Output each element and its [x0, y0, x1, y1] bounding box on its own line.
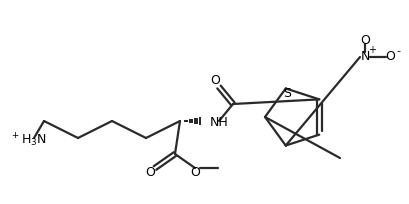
Text: O: O — [359, 33, 369, 47]
Text: O: O — [190, 165, 200, 178]
Text: O: O — [384, 51, 394, 63]
Text: NH: NH — [209, 115, 228, 129]
Text: O: O — [145, 166, 155, 180]
Text: N: N — [360, 51, 369, 63]
Text: O: O — [209, 74, 219, 88]
Text: +: + — [367, 45, 375, 55]
Text: -: - — [395, 46, 399, 56]
Text: S: S — [282, 87, 290, 100]
Text: $^+$H$_3$N: $^+$H$_3$N — [10, 131, 47, 149]
